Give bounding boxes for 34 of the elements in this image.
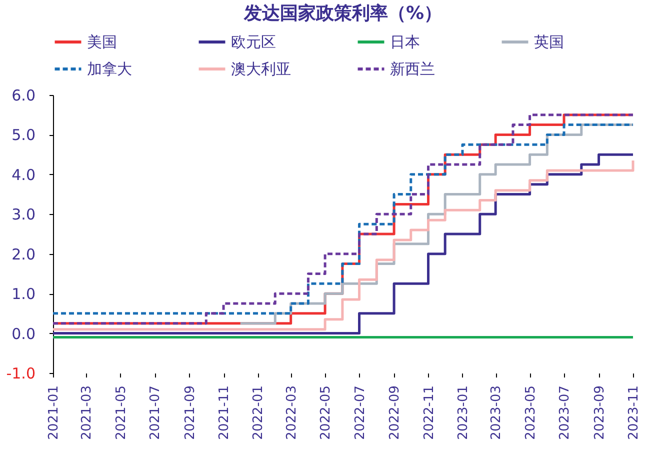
x-tick-label: 2023-11: [626, 386, 642, 440]
y-tick-label: -1.0: [6, 364, 36, 382]
y-tick-label: 6.0: [12, 86, 36, 104]
x-tick-label: 2022-01: [251, 386, 266, 440]
x-tick-label: 2022-05: [318, 386, 334, 440]
y-tick-label: 4.0: [12, 166, 36, 184]
x-tick-label: 2023-09: [592, 386, 608, 440]
legend-label: 欧元区: [231, 33, 276, 51]
legend-label: 日本: [390, 33, 420, 51]
x-tick-label: 2023-07: [558, 386, 573, 440]
y-tick-label: 2.0: [12, 245, 36, 264]
x-tick-label: 2022-11: [422, 386, 437, 440]
x-tick-label: 2021-11: [217, 386, 232, 440]
legend-label: 英国: [534, 33, 564, 51]
chart-title: 发达国家政策利率（%）: [242, 3, 442, 24]
x-tick-label: 2021-09: [182, 386, 198, 440]
x-tick-label: 2021-07: [148, 386, 164, 440]
x-tick-label: 2021-05: [114, 386, 129, 440]
x-tick-label: 2023-01: [456, 386, 471, 440]
x-tick-label: 2023-03: [489, 386, 504, 440]
legend-label: 新西兰: [390, 60, 435, 78]
legend-label: 澳大利亚: [231, 60, 291, 78]
legend-label: 加拿大: [87, 60, 132, 78]
y-tick-label: 3.0: [12, 206, 36, 224]
x-tick-label: 2021-01: [46, 386, 62, 440]
y-tick-label: 0.0: [12, 324, 36, 343]
x-tick-label: 2022-07: [352, 386, 368, 440]
y-tick-label: 1.0: [12, 285, 36, 304]
x-tick-label: 2022-03: [284, 386, 300, 440]
y-tick-label: 5.0: [12, 126, 36, 144]
x-tick-label: 2021-03: [80, 386, 95, 440]
legend-label: 美国: [87, 33, 117, 51]
x-tick-label: 2023-05: [523, 386, 538, 440]
x-tick-label: 2022-09: [388, 386, 403, 440]
